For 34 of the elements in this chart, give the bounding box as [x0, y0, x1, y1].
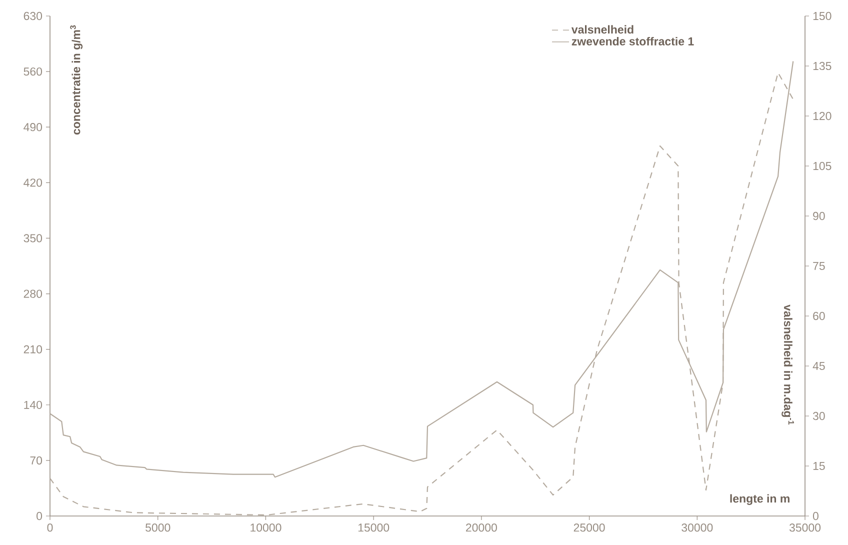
- y2-tick-label: 105: [813, 162, 832, 170]
- y2-tick-label: 135: [813, 62, 832, 70]
- y-tick-label: 280: [24, 290, 42, 298]
- x-axis-title: lengte in m: [730, 494, 790, 505]
- y-tick-label: 420: [24, 178, 42, 187]
- legend-label: valsnelheid: [571, 25, 634, 34]
- y2-tick-label: 75: [813, 262, 825, 270]
- y2-tick-label: 30: [812, 412, 825, 420]
- y2-tick-label: 45: [812, 362, 825, 370]
- y-tick-label: 0: [36, 512, 42, 520]
- y2-tick-label: 0: [812, 512, 818, 520]
- y2-axis-title: valsnelheid in m.dag$^{-1}$: [782, 304, 794, 425]
- y-axis-title: concentratie in g/m$^{3}$: [70, 25, 83, 134]
- y2-tick-label: 150: [813, 12, 832, 20]
- y-tick-label: 490: [24, 123, 42, 132]
- x-tick-label: 0: [47, 524, 53, 532]
- y2-tick-label: 90: [813, 212, 825, 220]
- y2-tick-label: 15: [813, 462, 825, 470]
- x-tick-label: 25000: [574, 524, 605, 532]
- y2-tick-label: 120: [813, 112, 832, 120]
- y-tick-label: 560: [24, 67, 42, 76]
- x-tick-label: 5000: [146, 524, 170, 532]
- y-tick-label: 70: [30, 456, 42, 465]
- y-tick-label: 210: [24, 345, 42, 354]
- x-tick-label: 35000: [789, 524, 821, 532]
- x-tick-label: 30000: [682, 524, 713, 532]
- x-tick-label: 20000: [466, 524, 497, 532]
- legend-label: zwevende stoffractie 1: [572, 36, 694, 46]
- y-tick-label: 630: [24, 12, 42, 20]
- x-tick-label: 15000: [358, 524, 390, 532]
- x-tick-label: 10000: [250, 524, 282, 532]
- y2-tick-label: 60: [813, 312, 825, 320]
- y-tick-label: 350: [24, 234, 42, 242]
- y-tick-label: 140: [24, 400, 42, 409]
